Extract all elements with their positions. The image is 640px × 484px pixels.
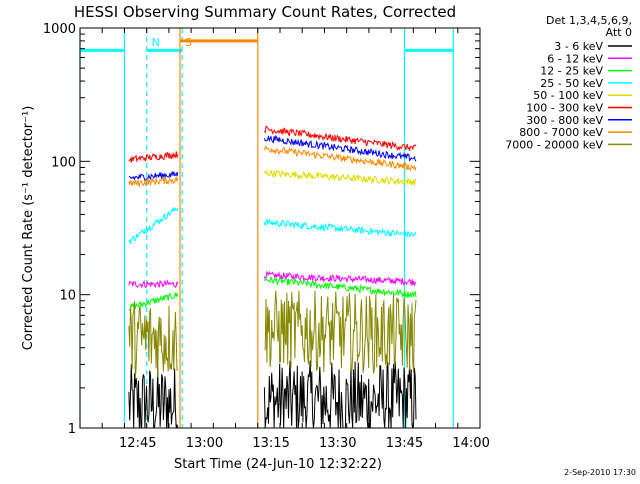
legend-label: 25 - 50 keV: [540, 77, 603, 90]
legend-header-line-2: Att 0: [606, 26, 632, 39]
legend-label: 7000 - 20000 keV: [505, 138, 603, 151]
series-trace: [263, 168, 417, 186]
series-0: [128, 360, 417, 429]
footer-date: 2-Sep-2010 17:30: [564, 468, 636, 477]
flag-N: N: [146, 28, 183, 428]
x-axis-label: Start Time (24-Jun-10 12:32:22): [174, 457, 382, 472]
legend-label: 50 - 100 keV: [533, 89, 603, 102]
series-trace: [263, 270, 417, 288]
series-trace: [263, 275, 417, 299]
series-trace: [128, 291, 179, 312]
flag-label: N: [152, 36, 160, 49]
series-trace: [263, 360, 417, 429]
series-4: [263, 168, 417, 186]
series-6: [128, 134, 417, 181]
legend-label: 3 - 6 keV: [554, 40, 603, 53]
series-trace: [128, 207, 179, 245]
flag-bar: [79, 28, 126, 428]
axes-layer: 1 10 100 1000 12:45 13:00 13:15 13:30 13:45 14:00: [43, 22, 490, 451]
series-2: [128, 275, 417, 312]
series-1: [128, 270, 417, 289]
series-trace: [128, 301, 179, 379]
series-trace: [263, 125, 417, 151]
legend-label: 100 - 300 keV: [526, 102, 603, 115]
series-trace: [264, 290, 417, 374]
series-layer: [128, 125, 417, 429]
legend-label: 6 - 12 keV: [547, 52, 603, 65]
legend-label: 12 - 25 keV: [540, 65, 603, 78]
series-trace: [263, 145, 417, 172]
y-axis-label: Corrected Count Rate (s⁻¹ detector⁻¹): [21, 106, 36, 351]
x-tick-label: 14:00: [452, 436, 489, 451]
series-3: [128, 207, 417, 245]
x-tick-label: 13:30: [319, 436, 356, 451]
series-trace: [128, 364, 179, 429]
series-7: [128, 145, 417, 189]
legend-header-line-1: Det 1,3,4,5,6,9,: [546, 14, 632, 27]
y-tick-label: 1: [68, 422, 76, 437]
series-trace: [128, 175, 179, 189]
series-8: [128, 290, 417, 379]
y-tick-label: 100: [51, 155, 76, 170]
y-tick-label: 10: [59, 289, 76, 304]
x-tick-label: 13:00: [186, 436, 223, 451]
series-trace: [128, 151, 179, 163]
series-5: [128, 125, 417, 163]
flag-S: S: [179, 28, 259, 428]
series-trace: [128, 279, 179, 289]
x-tick-label: 13:15: [252, 436, 289, 451]
legend-label: 300 - 800 keV: [526, 114, 603, 127]
legend-label: 800 - 7000 keV: [519, 126, 603, 139]
series-trace: [128, 171, 179, 181]
flag-bar: [403, 28, 454, 428]
x-tick-label: 13:45: [386, 436, 423, 451]
series-trace: [263, 218, 417, 238]
x-tick-label: 12:45: [119, 436, 156, 451]
series-trace: [263, 134, 417, 162]
flag-label: S: [185, 36, 192, 49]
y-tick-label: 1000: [43, 22, 76, 37]
chart-title: HESSI Observing Summary Count Rates, Cor…: [74, 3, 456, 21]
